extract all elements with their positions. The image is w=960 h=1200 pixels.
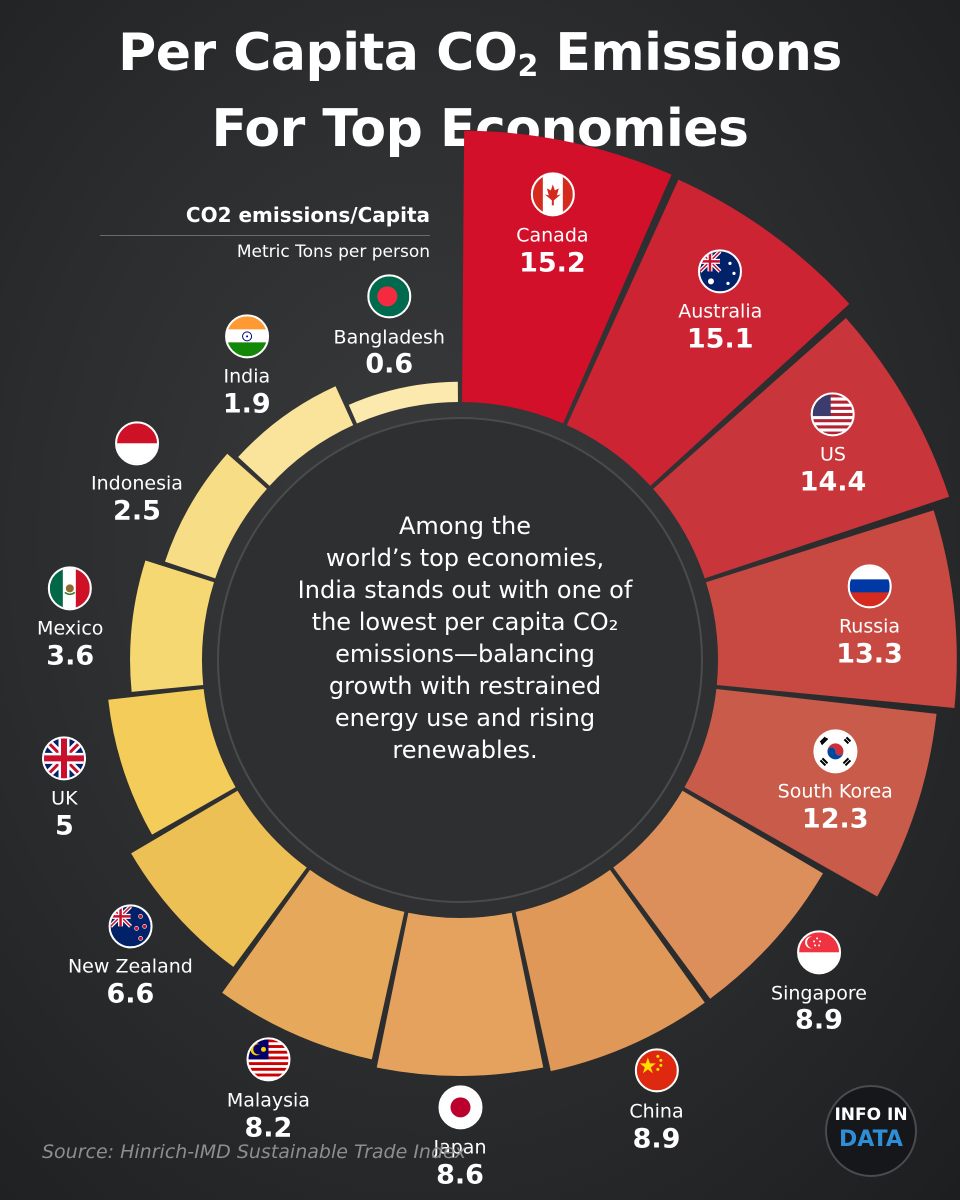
country-name: UK (51, 787, 78, 810)
center-disc (217, 417, 703, 903)
country-name: Indonesia (91, 472, 183, 495)
malaysia-flag-icon (246, 1037, 291, 1082)
indonesia-flag-icon (114, 420, 159, 465)
label-singapore: Singapore 8.9 (771, 930, 867, 1036)
bar-japan (376, 912, 544, 1076)
label-new-zealand: New Zealand 6.6 (68, 904, 193, 1009)
label-bangladesh: Bangladesh 0.6 (333, 274, 445, 380)
country-value: 6.6 (106, 978, 155, 1010)
country-name: Russia (838, 615, 901, 638)
country-value: 0.6 (365, 348, 414, 380)
country-name: India (223, 365, 271, 388)
bar-indonesia (164, 453, 267, 579)
label-japan: Japan 8.6 (433, 1085, 487, 1191)
country-value: 8.9 (632, 1122, 681, 1154)
bar-uk (108, 688, 236, 835)
south-korea-flag-icon (813, 729, 858, 774)
country-value: 8.6 (436, 1159, 484, 1191)
label-china: China 8.9 (629, 1048, 684, 1154)
uk-flag-icon (42, 735, 87, 780)
country-value: 2.5 (113, 495, 161, 527)
bar-bangladesh (348, 381, 458, 424)
country-name: US (819, 443, 846, 466)
chart-legend: CO2 emissions/Capita Metric Tons per per… (100, 203, 430, 262)
label-uk: UK 5 (42, 735, 87, 842)
canada-flag-icon (530, 172, 575, 217)
country-name: Japan (433, 1136, 487, 1159)
country-name: Mexico (37, 617, 104, 640)
russia-flag-icon (847, 564, 892, 609)
country-name: New Zealand (67, 955, 193, 978)
country-value: 15.1 (686, 323, 754, 355)
label-indonesia: Indonesia 2.5 (91, 420, 183, 527)
country-value: 14.4 (799, 466, 867, 498)
china-flag-icon (634, 1048, 679, 1093)
country-value: 8.2 (244, 1111, 293, 1143)
bar-india (238, 386, 354, 486)
bar-new-zealand (131, 790, 307, 967)
bar-russia (705, 510, 957, 709)
label-canada: Canada 15.2 (516, 172, 589, 278)
singapore-flag-icon (796, 930, 841, 975)
new-zealand-flag-icon (108, 904, 153, 949)
australia-flag-icon (698, 249, 743, 294)
bar-mexico (130, 560, 215, 692)
country-value: 13.3 (836, 638, 903, 670)
page-title: Per Capita CO2 Emissions For Top Economi… (118, 23, 842, 159)
japan-flag-icon (438, 1085, 482, 1130)
label-malaysia: Malaysia 8.2 (226, 1037, 310, 1143)
country-name: Canada (516, 224, 589, 247)
info-in-data-logo: INFO IN DATA (825, 1085, 917, 1177)
bar-australia (566, 179, 850, 486)
label-mexico: Mexico 3.6 (37, 566, 104, 672)
mexico-flag-icon (48, 566, 93, 611)
label-australia: Australia 15.1 (678, 249, 762, 354)
label-us: US 14.4 (799, 392, 867, 498)
legend-title: CO2 emissions/Capita (100, 203, 430, 236)
country-name: Australia (678, 300, 763, 323)
label-russia: Russia 13.3 (836, 564, 903, 670)
legend-unit: Metric Tons per person (236, 242, 430, 262)
country-value: 15.2 (519, 246, 586, 278)
country-name: South Korea (777, 780, 893, 803)
country-value: 8.9 (795, 1004, 843, 1036)
country-name: Malaysia (226, 1089, 310, 1112)
bar-china (515, 869, 705, 1072)
bar-us (653, 317, 950, 579)
us-flag-icon (810, 392, 855, 437)
bar-south-korea (684, 688, 937, 897)
bar-singapore (613, 790, 824, 999)
label-india: India 1.9 (222, 313, 271, 420)
country-value: 1.9 (222, 388, 271, 420)
bar-malaysia (222, 869, 405, 1060)
bar-canada (462, 130, 672, 424)
center-annotation: Among the world’s top economies, India s… (297, 512, 633, 764)
country-name: China (629, 1100, 684, 1123)
label-south-korea: South Korea 12.3 (777, 729, 893, 835)
country-value: 12.3 (801, 803, 869, 835)
country-name: Singapore (771, 981, 867, 1004)
country-value: 3.6 (46, 640, 95, 672)
source-note: Source: Hinrich-IMD Sustainable Trade In… (42, 1141, 466, 1163)
country-name: Bangladesh (333, 325, 445, 348)
bangladesh-flag-icon (367, 274, 412, 319)
india-flag-icon (224, 313, 269, 358)
country-value: 5 (54, 810, 74, 842)
